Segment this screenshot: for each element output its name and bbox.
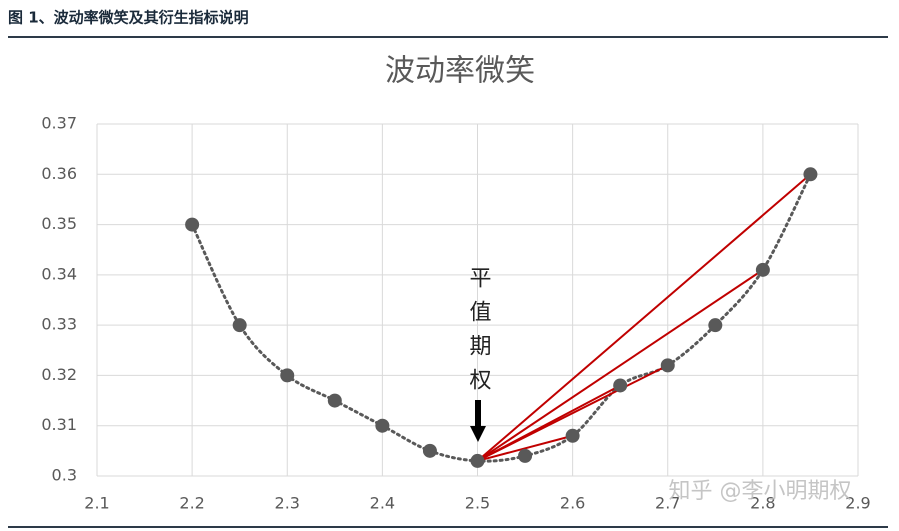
data-point <box>470 453 485 468</box>
data-point <box>375 418 390 433</box>
data-point <box>280 368 295 383</box>
x-tick-label: 2.6 <box>560 494 585 513</box>
watermark: 知乎 @李小明期权 <box>669 479 852 504</box>
data-point <box>708 318 723 333</box>
x-tick-label: 2.2 <box>179 494 204 513</box>
secant-line <box>476 268 764 462</box>
data-point <box>613 378 628 393</box>
y-tick-label: 0.36 <box>41 164 77 183</box>
secant-line <box>476 173 812 462</box>
data-point <box>327 393 342 408</box>
secant-line <box>477 434 573 462</box>
y-tick-label: 0.32 <box>41 365 77 384</box>
data-point <box>232 318 247 333</box>
plot: 0.3 0.31 0.32 0.33 0.34 0.35 0.36 0.37 2.1 2.2 2.3… <box>41 114 870 513</box>
annotation: 平值期权 <box>466 266 492 402</box>
data-point <box>660 358 675 373</box>
x-tick-label: 2.5 <box>465 494 490 513</box>
x-tick-label: 2.4 <box>370 494 395 513</box>
y-tick-label: 0.33 <box>41 315 77 334</box>
y-tick-label: 0.35 <box>41 214 77 233</box>
annotation-arrowhead <box>470 426 486 442</box>
y-tick-label: 0.34 <box>41 264 77 283</box>
x-tick-label: 2.9 <box>845 494 870 513</box>
figure-caption: 图 1、波动率微笑及其衍生指标说明 <box>8 9 249 27</box>
data-point <box>565 428 580 443</box>
data-point <box>803 167 818 182</box>
data-point <box>185 217 200 232</box>
data-point <box>518 448 533 463</box>
x-tick-label: 2.3 <box>275 494 300 513</box>
data-point <box>755 262 770 277</box>
trend-line <box>190 172 812 463</box>
y-tick-label: 0.3 <box>52 466 77 485</box>
y-tick-label: 0.37 <box>41 114 77 133</box>
x-tick-label: 2.1 <box>84 494 109 513</box>
y-tick-label: 0.31 <box>41 415 77 434</box>
data-point <box>422 443 437 458</box>
secant-line <box>477 364 669 462</box>
x-tick-label: 2.7 <box>655 494 680 513</box>
x-tick-label: 2.8 <box>750 494 775 513</box>
chart-title: 波动率微笑 <box>385 54 535 89</box>
